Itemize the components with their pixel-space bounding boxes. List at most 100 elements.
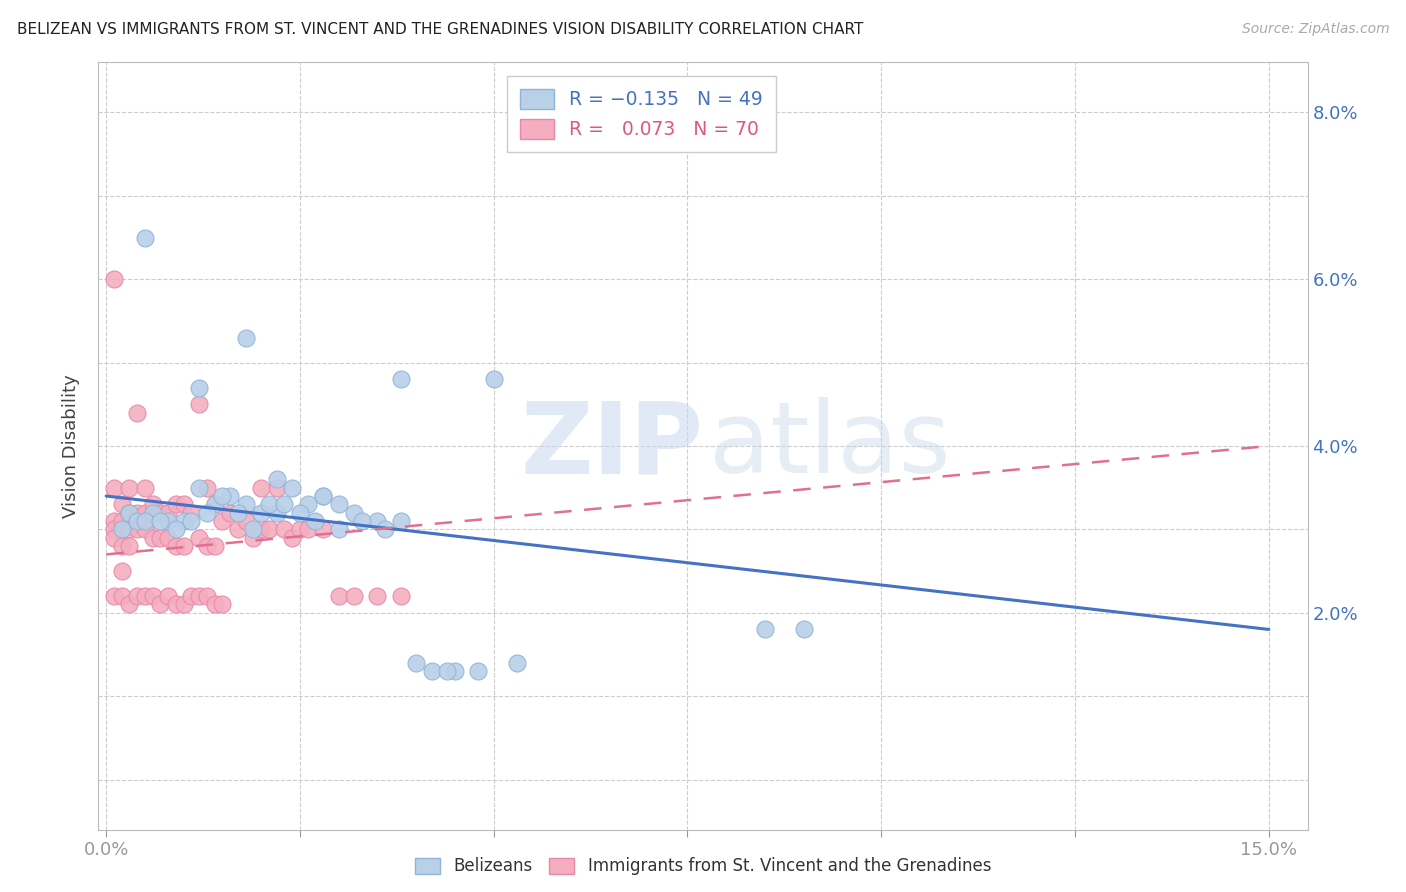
Point bbox=[328, 589, 350, 603]
Point bbox=[266, 481, 288, 495]
Point bbox=[288, 522, 311, 536]
Point bbox=[250, 506, 273, 520]
Point bbox=[165, 522, 187, 536]
Point bbox=[157, 514, 180, 528]
Point bbox=[195, 481, 218, 495]
Point bbox=[111, 589, 134, 603]
Point bbox=[118, 506, 141, 520]
Point bbox=[134, 522, 156, 536]
Point bbox=[328, 497, 350, 511]
Point bbox=[281, 531, 304, 545]
Point bbox=[149, 531, 172, 545]
Point bbox=[204, 497, 226, 511]
Point bbox=[389, 589, 412, 603]
Point bbox=[312, 522, 335, 536]
Point bbox=[195, 506, 218, 520]
Point bbox=[118, 506, 141, 520]
Point bbox=[111, 522, 134, 536]
Point bbox=[103, 272, 125, 286]
Point bbox=[118, 522, 141, 536]
Point bbox=[188, 397, 211, 411]
Point bbox=[343, 506, 366, 520]
Point bbox=[127, 506, 149, 520]
Text: BELIZEAN VS IMMIGRANTS FROM ST. VINCENT AND THE GRENADINES VISION DISABILITY COR: BELIZEAN VS IMMIGRANTS FROM ST. VINCENT … bbox=[17, 22, 863, 37]
Point bbox=[444, 664, 467, 678]
Point bbox=[188, 481, 211, 495]
Point bbox=[103, 589, 125, 603]
Point bbox=[297, 497, 319, 511]
Point bbox=[180, 589, 202, 603]
Point bbox=[173, 497, 195, 511]
Point bbox=[235, 497, 257, 511]
Point bbox=[149, 514, 172, 528]
Point bbox=[180, 506, 202, 520]
Point bbox=[273, 522, 295, 536]
Point bbox=[235, 514, 257, 528]
Point bbox=[266, 506, 288, 520]
Point bbox=[235, 330, 257, 344]
Point bbox=[405, 656, 427, 670]
Point bbox=[366, 589, 388, 603]
Point bbox=[482, 372, 505, 386]
Text: Source: ZipAtlas.com: Source: ZipAtlas.com bbox=[1241, 22, 1389, 37]
Point bbox=[420, 664, 443, 678]
Point bbox=[134, 514, 156, 528]
Point bbox=[149, 506, 172, 520]
Point bbox=[328, 522, 350, 536]
Point bbox=[366, 514, 388, 528]
Point bbox=[111, 539, 134, 553]
Point bbox=[188, 381, 211, 395]
Point bbox=[266, 472, 288, 486]
Point bbox=[103, 514, 125, 528]
Point bbox=[389, 514, 412, 528]
Point bbox=[389, 372, 412, 386]
Point bbox=[204, 539, 226, 553]
Point bbox=[281, 481, 304, 495]
Point bbox=[173, 598, 195, 612]
Point bbox=[188, 531, 211, 545]
Point bbox=[793, 623, 815, 637]
Point bbox=[103, 522, 125, 536]
Point bbox=[250, 522, 273, 536]
Point bbox=[118, 481, 141, 495]
Point bbox=[111, 514, 134, 528]
Point bbox=[257, 497, 280, 511]
Point bbox=[173, 539, 195, 553]
Point bbox=[127, 514, 149, 528]
Point bbox=[127, 514, 149, 528]
Point bbox=[211, 598, 233, 612]
Point bbox=[134, 589, 156, 603]
Point bbox=[142, 506, 165, 520]
Point bbox=[118, 598, 141, 612]
Point bbox=[142, 589, 165, 603]
Point bbox=[257, 522, 280, 536]
Point bbox=[165, 598, 187, 612]
Point bbox=[157, 506, 180, 520]
Point bbox=[211, 514, 233, 528]
Point bbox=[134, 230, 156, 244]
Point bbox=[506, 656, 529, 670]
Point bbox=[118, 539, 141, 553]
Point bbox=[211, 489, 233, 503]
Point bbox=[436, 664, 458, 678]
Point bbox=[134, 506, 156, 520]
Point bbox=[127, 522, 149, 536]
Text: ZIP: ZIP bbox=[520, 398, 703, 494]
Point bbox=[304, 514, 326, 528]
Point bbox=[242, 522, 264, 536]
Point bbox=[165, 497, 187, 511]
Point bbox=[103, 531, 125, 545]
Point bbox=[195, 589, 218, 603]
Point bbox=[204, 598, 226, 612]
Legend: R = −0.135   N = 49, R =   0.073   N = 70: R = −0.135 N = 49, R = 0.073 N = 70 bbox=[506, 76, 776, 153]
Point bbox=[754, 623, 776, 637]
Point bbox=[204, 497, 226, 511]
Point bbox=[111, 564, 134, 578]
Point bbox=[180, 514, 202, 528]
Point bbox=[149, 598, 172, 612]
Point bbox=[157, 589, 180, 603]
Point bbox=[312, 489, 335, 503]
Text: atlas: atlas bbox=[709, 398, 950, 494]
Point bbox=[219, 506, 242, 520]
Point bbox=[250, 481, 273, 495]
